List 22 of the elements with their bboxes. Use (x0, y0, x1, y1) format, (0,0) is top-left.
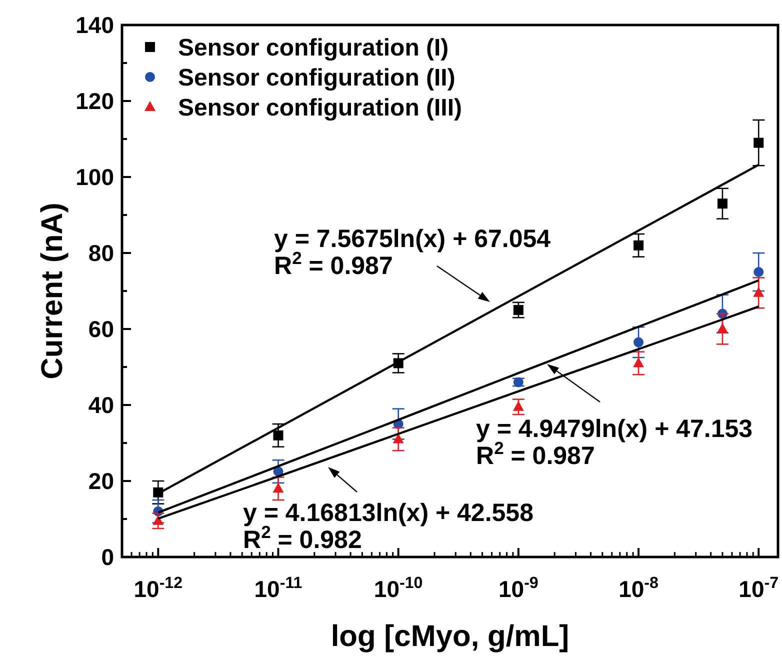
annotation: y = 4.9479ln(x) + 47.153 R$^{2}$ = 0.987 (476, 415, 753, 470)
y-tick-label: 120 (76, 88, 114, 114)
y-tick-label: 20 (88, 468, 114, 494)
annotation: y = 4.16813ln(x) + 42.558 R$^{2}$ = 0.982 (243, 499, 534, 554)
y-axis-title: Current (nA) (36, 202, 69, 380)
x-tick-label: 10$^{-12}$ (134, 574, 183, 602)
legend-label: Sensor configuration (II) (178, 64, 456, 92)
x-tick-label: 10$^{-9}$ (498, 574, 538, 602)
y-tick-label: 0 (101, 544, 114, 570)
legend-label: Sensor configuration (III) (178, 94, 462, 122)
y-tick-label: 40 (88, 392, 114, 418)
x-axis-title: log [cMyo, g/mL] (330, 620, 570, 653)
x-tick-label: 10$^{-8}$ (618, 574, 659, 602)
y-tick-label: 80 (88, 240, 114, 266)
legend-label: Sensor configuration (I) (178, 34, 449, 62)
y-tick-label: 100 (76, 164, 114, 190)
y-tick-label: 140 (76, 12, 114, 38)
y-tick-label: 60 (88, 316, 114, 342)
x-tick-label: 10$^{-11}$ (254, 574, 302, 602)
x-tick-label: 10$^{-10}$ (374, 574, 423, 602)
x-tick-label: 10$^{-7}$ (738, 574, 779, 602)
annotation: y = 7.5675ln(x) + 67.054 R$^{2}$ = 0.987 (274, 225, 551, 280)
